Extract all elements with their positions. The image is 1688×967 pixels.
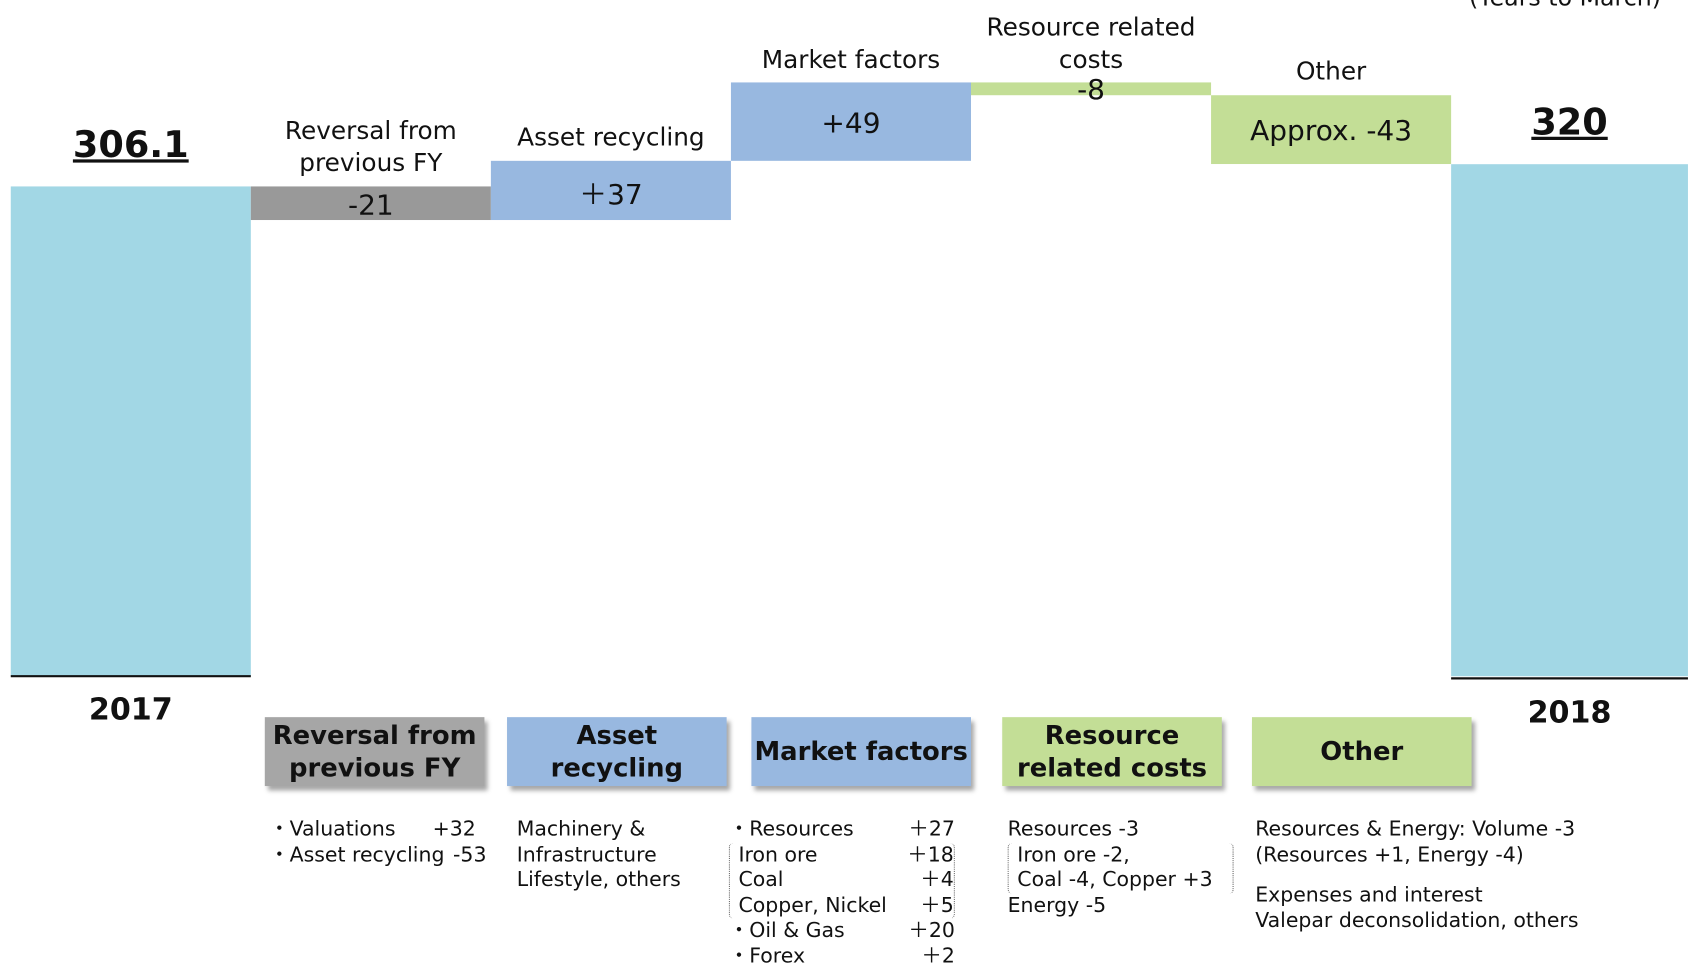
note-group: Resources & Energy: Volume -3 (Resources … [1255,817,1621,868]
category-box: Other [1251,717,1472,787]
note-text: ＋18 [907,842,954,867]
bar [730,82,972,161]
value-label: +49 [821,107,881,140]
value-label: ＋37 [579,179,643,212]
note-text: (Resources +1, Energy -4) [1255,842,1524,867]
value-label: -8 [1077,74,1105,108]
note-text: ＋4 [920,867,954,892]
notes: Machinery & Infrastructure Lifestyle, othe… [517,817,732,893]
bar [1211,95,1452,165]
note-group: ・Valuations +32 ・Asset recycling -53 [269,817,486,868]
note-text: -53 [453,842,487,867]
category-label: Reversal from previous FY [284,117,457,178]
total-label: 320 [1531,101,1608,145]
note-row: Resources & Energy: Volume -3 [1255,817,1621,842]
note-group: Iron ore -2, Coal -4, Copper +3 [1007,842,1234,894]
note-text: ・Asset recycling [269,842,445,867]
note-text: ・Forex [728,943,806,967]
bar [490,160,731,221]
note-text: Copper, Nickel [738,893,887,917]
notes: ・Resources ＋27 Iron ore ＋18 Coal ＋4 Copper, Ni… [728,817,955,967]
notes: Resources & Energy: Volume -3 (Resources … [1255,817,1621,933]
note-row: Copper, Nickel ＋5 [738,893,953,918]
notes: ・Valuations +32 ・Asset recycling -53 [269,817,486,868]
category-label: Market factors [761,45,941,74]
note-group: Energy -5 [1008,893,1234,918]
note-group: Resources -3 [1008,817,1234,842]
note-row: Infrastructure [517,843,732,868]
total-label: 306.1 [72,123,189,168]
note-row: Coal ＋4 [738,868,953,893]
note-text: Valepar deconsolidation, others [1255,908,1579,932]
note-row: ・Forex ＋2 [729,944,955,967]
category-label: Resource related costs [986,13,1196,74]
note-text: ＋5 [920,893,954,917]
note-row: ・Resources ＋27 [729,817,955,842]
note-row: Lifestyle, others [517,868,732,893]
note-text: Iron ore -2, [1017,842,1130,867]
notes: Resources -3 Iron ore -2, Coal -4, Copper … [1007,817,1234,918]
category-box: Market factors [751,717,972,787]
note-row: ・Oil & Gas ＋20 [729,919,955,944]
bar [10,186,251,677]
note-text: Infrastructure [516,842,657,867]
note-group: ・Resources ＋27 [729,817,955,842]
note-text: ＋2 [921,943,955,967]
note-row: Valepar deconsolidation, others [1255,908,1621,933]
note-group: ・Oil & Gas ＋20 ・Forex ＋2 [729,919,955,967]
note-text: Coal [738,867,784,892]
value-label: Approx. -43 [1250,115,1413,148]
note-text: ・Oil & Gas [728,918,845,943]
note-text: ＋27 [908,817,955,841]
period-note: (Years to March) [1469,0,1661,12]
bar [250,186,491,221]
note-text: Expenses and interest [1255,882,1483,907]
note-text: Coal -4, Copper +3 [1017,867,1213,892]
note-row: Expenses and interest [1255,883,1621,908]
note-text: ・Valuations [269,817,396,841]
note-group: Expenses and interest Valepar deconsolida… [1255,883,1621,934]
note-text: ・Resources [728,817,854,841]
note-text: Lifestyle, others [516,867,681,892]
note-row: (Resources +1, Energy -4) [1255,843,1621,868]
note-row: Resources -3 [1008,817,1234,842]
note-row: ・Valuations +32 [269,817,476,842]
note-text: ＋20 [908,918,955,943]
note-row: Iron ore ＋18 [738,843,953,868]
bar [1451,164,1688,677]
bar [971,82,1212,96]
note-row: ・Asset recycling -53 [269,842,486,868]
note-row: Coal -4, Copper +3 [1017,868,1232,893]
note-text: Iron ore [738,842,818,867]
note-row: Iron ore -2, [1017,843,1232,868]
note-row: Energy -5 [1008,893,1234,918]
note-text: Energy -5 [1007,893,1107,917]
category-label: Asset recycling [517,124,705,153]
note-row: Machinery & [517,817,732,842]
note-text: Machinery & [516,817,646,841]
note-group: Machinery & Infrastructure Lifestyle, othe… [517,817,732,893]
year-label: 2018 [1527,694,1612,731]
category-label: Other [1295,58,1367,87]
note-text: +32 [432,817,476,841]
year-label: 2017 [88,691,173,727]
note-text: Resources -3 [1007,817,1139,841]
category-box: Asset recycling [507,717,727,787]
value-label: -21 [347,189,394,222]
note-group: Iron ore ＋18 Coal ＋4 Copper, Nickel ＋5 [728,842,955,919]
category-box: Resource related costs [1002,717,1222,787]
category-box: Reversal from previous FY [264,717,485,787]
note-text: Resources & Energy: Volume -3 [1255,817,1576,841]
